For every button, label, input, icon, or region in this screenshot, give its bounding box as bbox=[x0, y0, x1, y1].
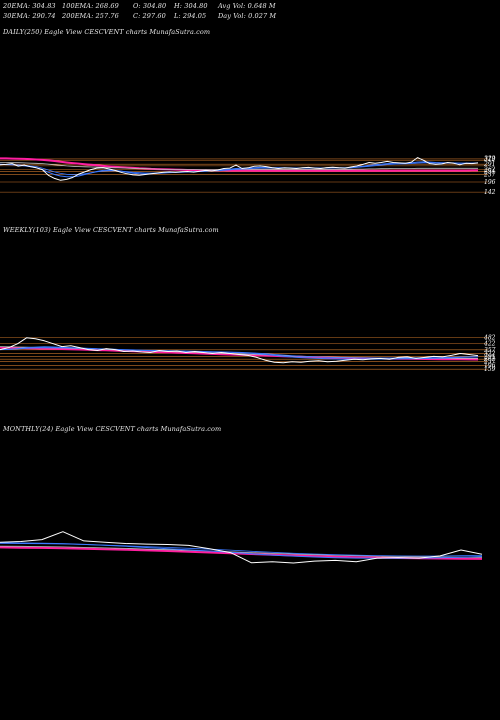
weekly-tick-label: 357 bbox=[484, 347, 496, 354]
stat-ema200: 200EMA: 257.76 bbox=[62, 12, 119, 20]
weekly-tick-label: 422 bbox=[483, 341, 496, 348]
weekly-chart-title: WEEKLY(103) Eagle View CESCVENT charts M… bbox=[3, 226, 219, 234]
daily-tick-label: 291 bbox=[483, 161, 495, 168]
stat-ema20: 20EMA: 304.83 bbox=[3, 2, 56, 10]
stat-low: L: 294.05 bbox=[174, 12, 207, 20]
weekly-tick-label: 196 bbox=[484, 363, 496, 370]
stat-high: H: 304.80 bbox=[174, 2, 208, 10]
daily-ema200-line bbox=[0, 157, 478, 172]
daily-tick-label: 262 bbox=[483, 167, 496, 174]
weekly-tick-label: 262 bbox=[483, 356, 496, 363]
weekly-price-line bbox=[0, 337, 479, 364]
weekly-tick-label: 482 bbox=[483, 335, 496, 342]
weekly-tick-label: 322 bbox=[484, 350, 496, 357]
daily-tick-label: 319 bbox=[484, 156, 496, 163]
stat-avg-vol: Avg Vol: 0.648 M bbox=[218, 2, 276, 10]
daily-ema30-line bbox=[0, 162, 479, 176]
monthly-price-line bbox=[0, 531, 483, 564]
stat-open: O: 304.80 bbox=[133, 2, 167, 10]
monthly-chart-title: MONTHLY(24) Eagle View CESCVENT charts M… bbox=[3, 425, 222, 433]
stat-ema100: 100EMA: 268.69 bbox=[62, 2, 119, 10]
weekly-tick-label: 237 bbox=[483, 359, 496, 366]
daily-tick-label: 237 bbox=[483, 171, 496, 178]
weekly-tick-label: 291 bbox=[483, 353, 495, 360]
daily-tick-label: 322 bbox=[484, 155, 496, 162]
weekly-tick-label: 159 bbox=[484, 366, 496, 373]
stat-day-vol: Day Vol: 0.027 M bbox=[218, 12, 277, 20]
stat-ema30: 30EMA: 290.74 bbox=[3, 12, 56, 20]
stat-close: C: 297.60 bbox=[133, 12, 166, 20]
monthly-chart bbox=[0, 531, 483, 564]
daily-chart-title: DAILY(250) Eagle View CESCVENT charts Mu… bbox=[3, 28, 211, 36]
daily-price-line bbox=[0, 157, 479, 181]
monthly-ema100-line bbox=[0, 545, 483, 558]
daily-tick-label: 196 bbox=[484, 179, 496, 186]
daily-tick-label: 142 bbox=[484, 189, 496, 196]
daily-tick-label: 251 bbox=[483, 169, 495, 176]
